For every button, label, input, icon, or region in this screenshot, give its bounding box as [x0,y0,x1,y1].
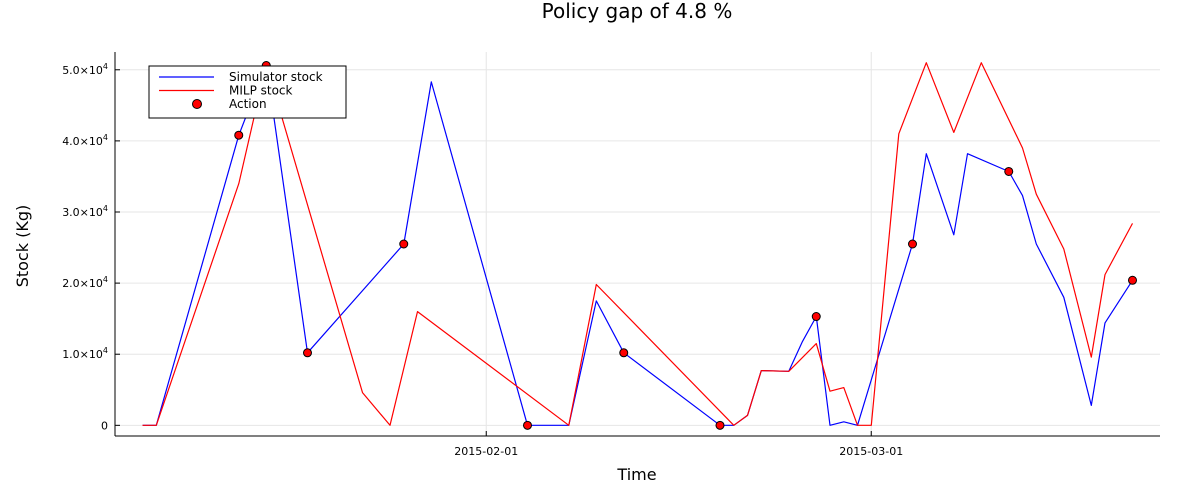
action-marker [303,348,312,358]
action-marker [234,130,244,140]
series-layer [142,61,1137,430]
action-marker [399,239,409,249]
y-tick-label: 3.0×104 [62,204,108,219]
y-tick-exponent: 4 [103,62,108,71]
y-tick-label: 2.0×104 [62,275,108,290]
y-tick-exponent: 4 [103,204,108,213]
y-tick-exponent: 4 [103,275,108,284]
series-line-simulator-stock [142,63,1134,426]
action-marker [715,420,725,430]
y-axis-title: Stock (Kg) [13,205,32,288]
y-tick-label: 1.0×104 [62,346,108,361]
series-line-milp-stock [142,62,1134,426]
y-tick-mantissa: 5.0×10 [62,64,103,77]
chart-title: Policy gap of 4.8 % [542,0,733,23]
action-marker [523,420,532,430]
y-tick-mantissa: 4.0×10 [62,135,103,148]
action-marker [619,348,629,358]
y-tick-label: 5.0×104 [62,62,108,77]
y-tick-mantissa: 0 [101,419,108,432]
y-tick-label: 4.0×104 [62,133,108,148]
legend-label: MILP stock [229,84,293,98]
x-axis-title: Time [616,465,656,484]
action-marker [811,312,821,322]
legend-box [148,65,347,119]
y-tick-exponent: 4 [103,346,108,355]
y-tick-mantissa: 2.0×10 [62,277,103,290]
y-tick-label: 0 [101,419,108,432]
x-tick-label: 2015-02-01 [454,445,518,458]
action-marker [1004,166,1014,176]
legend-swatch [192,99,202,109]
axes: 01.0×1042.0×1043.0×1044.0×1045.0×1042015… [62,52,1160,458]
legend-label: Simulator stock [229,70,323,84]
legend-label: Action [229,97,267,111]
action-marker [908,239,917,249]
y-tick-mantissa: 1.0×10 [62,348,103,361]
y-tick-mantissa: 3.0×10 [62,206,103,219]
y-tick-exponent: 4 [103,133,108,142]
x-tick-label: 2015-03-01 [839,445,903,458]
action-marker [1128,275,1137,285]
